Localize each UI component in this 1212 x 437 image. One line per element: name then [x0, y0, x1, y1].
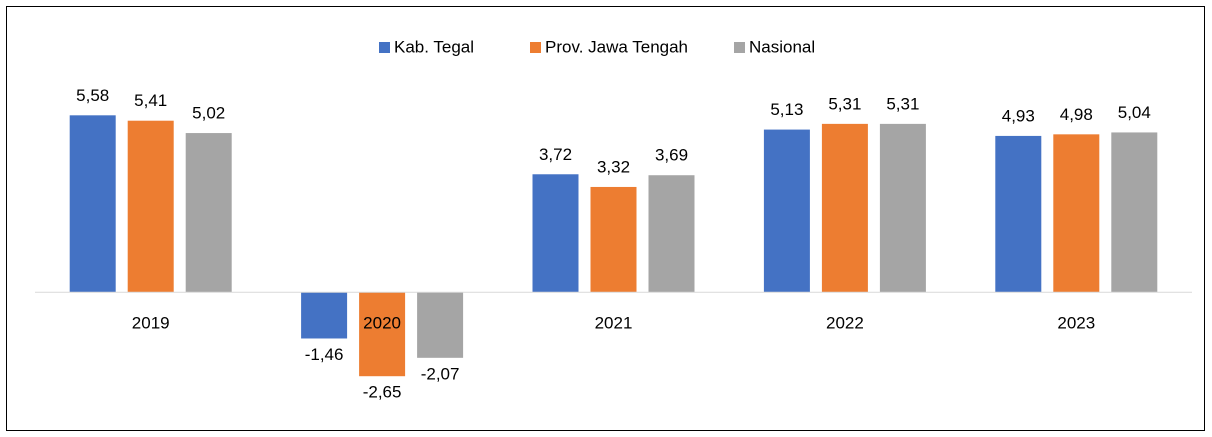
bar — [1053, 134, 1100, 293]
data-label: 5,04 — [1118, 103, 1151, 122]
bar — [995, 135, 1042, 293]
legend-label: Prov. Jawa Tengah — [545, 37, 688, 56]
data-label: 3,32 — [597, 157, 630, 176]
x-tick-label: 2022 — [826, 314, 864, 333]
data-label: -2,65 — [363, 383, 402, 402]
data-label: -2,07 — [421, 364, 460, 383]
legend-label: Kab. Tegal — [394, 37, 474, 56]
bar — [648, 175, 695, 293]
bar — [185, 133, 232, 293]
legend-label: Nasional — [749, 37, 815, 56]
bar — [417, 292, 464, 358]
data-label: 5,13 — [770, 100, 803, 119]
bar — [1111, 132, 1158, 293]
bar — [590, 186, 637, 293]
data-label: 5,31 — [828, 94, 861, 113]
bar — [763, 129, 810, 293]
data-label: 5,58 — [76, 86, 109, 105]
data-label: 5,02 — [192, 104, 225, 123]
data-label: 4,98 — [1060, 105, 1093, 124]
x-tick-label: 2023 — [1057, 314, 1095, 333]
data-label: 3,72 — [539, 145, 572, 164]
x-tick-label: 2020 — [363, 314, 401, 333]
data-label: 5,41 — [134, 91, 167, 110]
bar — [69, 115, 116, 293]
x-tick-label: 2021 — [595, 314, 633, 333]
bar — [301, 292, 348, 339]
bar — [127, 120, 174, 293]
data-label: -1,46 — [305, 345, 344, 364]
data-label: 4,93 — [1002, 106, 1035, 125]
legend-swatch — [734, 42, 745, 53]
bar — [532, 174, 579, 293]
data-label: 5,31 — [886, 94, 919, 113]
bar — [879, 123, 926, 293]
legend-swatch — [379, 42, 390, 53]
bar — [359, 292, 406, 377]
x-tick-label: 2019 — [132, 314, 170, 333]
bar — [821, 123, 868, 293]
data-label: 3,69 — [655, 146, 688, 165]
legend-swatch — [530, 42, 541, 53]
